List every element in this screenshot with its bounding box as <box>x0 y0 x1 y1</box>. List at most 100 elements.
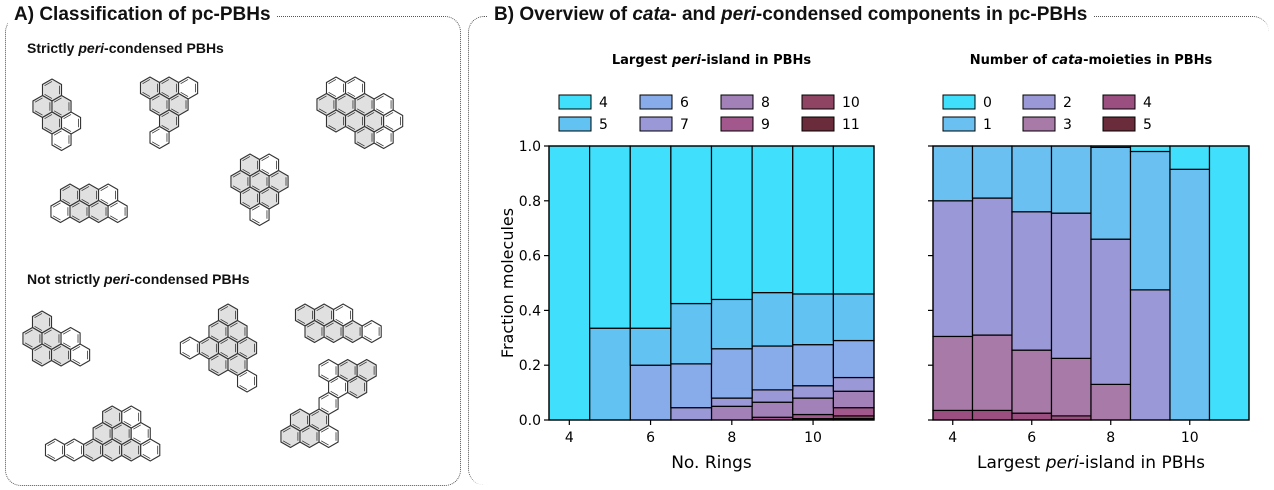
bar-segment-7-x10 <box>792 385 834 399</box>
double-bond <box>43 342 52 348</box>
legend-swatch-1 <box>942 116 976 132</box>
double-bond <box>44 114 53 120</box>
legend-label-2: 2 <box>1063 95 1072 111</box>
double-bond <box>34 358 43 364</box>
strict-pre: Strictly <box>27 40 79 56</box>
chart-title-post: -island in PBHs <box>701 53 811 68</box>
bar-segment-1-x7 <box>1050 145 1092 214</box>
x-tick-label: 8 <box>1106 430 1115 446</box>
double-bond <box>340 374 348 380</box>
double-bond <box>359 374 367 380</box>
double-bond <box>123 408 132 414</box>
double-bond <box>123 420 132 426</box>
double-bond <box>62 342 71 348</box>
plot-frame <box>932 145 1250 421</box>
double-bond <box>151 108 160 114</box>
double-bond <box>282 440 291 446</box>
chart-1: 4 6 8 10 0.0 0.2 0.4 0.6 0.8 1.0 Largest peri-isla… <box>498 53 875 473</box>
bar-segment-2-x4 <box>932 200 974 338</box>
legend-swatch-0 <box>942 94 976 110</box>
x-tick-label: 4 <box>948 430 957 446</box>
double-bond <box>297 306 306 312</box>
bar-segment-5-x9 <box>751 291 794 347</box>
legend-swatch-5 <box>558 116 592 132</box>
not-strict-peri-heading: Not strictly peri-condensed PBHs <box>27 271 250 287</box>
y-tick-label: 0.0 <box>519 413 541 429</box>
molecule-ns-3 <box>294 303 382 344</box>
legend-label-4: 4 <box>1143 95 1152 111</box>
chart-title: Largest peri-island in PBHs <box>612 53 812 68</box>
bar-segment-5-x8 <box>710 298 753 350</box>
double-bond <box>364 322 372 328</box>
double-bond <box>347 124 356 130</box>
molecule-coronene <box>230 153 289 227</box>
chart-title-em: peri <box>671 53 702 68</box>
molecule-large-peri <box>316 76 404 150</box>
x-axis-label-pre: Largest <box>977 453 1046 473</box>
molecule-ns-1 <box>22 310 91 367</box>
bar-segment-8-x8 <box>710 405 753 421</box>
double-bond <box>201 351 210 357</box>
y-tick-label: 0.4 <box>519 303 541 319</box>
panel-b-title-pre: B) Overview of <box>494 4 633 25</box>
molecule-ns-2 <box>179 303 258 393</box>
bar-segment-4-x8 <box>710 145 753 301</box>
double-bond <box>44 93 53 99</box>
bar-segment-1-x4 <box>932 145 974 202</box>
bar-segment-4-x5 <box>589 145 631 329</box>
double-bond <box>220 318 229 324</box>
bar-segment-4-x9 <box>751 145 794 294</box>
double-bond <box>335 306 344 312</box>
not-strict-pre: Not strictly <box>27 271 105 287</box>
bar-segment-2-x9 <box>1129 289 1171 421</box>
double-bond <box>180 79 189 85</box>
y-tick-label: 1.0 <box>519 139 541 155</box>
double-bond <box>34 325 43 331</box>
panel-b-title-em2: peri <box>721 4 756 25</box>
double-bond <box>232 172 241 178</box>
double-bond <box>364 335 372 341</box>
bar-segment-5-x6 <box>629 327 672 366</box>
legend-swatch-4 <box>1102 94 1136 110</box>
molecule-pyrene <box>32 78 82 152</box>
double-bond <box>90 215 99 221</box>
double-bond <box>43 329 52 335</box>
double-bond <box>301 440 310 446</box>
legend-swatch-4 <box>558 94 592 110</box>
double-bond <box>232 185 241 191</box>
legend-label-7: 7 <box>680 117 689 133</box>
panel-a-title: A) Classification of pc-PBHs <box>8 4 277 26</box>
legend-swatch-7 <box>639 116 673 132</box>
double-bond <box>359 361 367 367</box>
strict-em: peri <box>78 40 105 56</box>
double-bond <box>330 378 339 384</box>
double-bond <box>356 128 365 134</box>
double-bond <box>345 335 353 341</box>
double-bond <box>182 339 191 345</box>
double-bond <box>90 202 99 208</box>
double-bond <box>282 427 291 433</box>
molecule-anthanthrene <box>50 183 128 224</box>
double-bond <box>24 329 33 335</box>
y-tick-label: 0.6 <box>519 249 541 265</box>
double-bond <box>328 112 337 118</box>
double-bond <box>340 361 348 367</box>
double-bond <box>151 141 160 147</box>
double-bond <box>170 108 179 114</box>
double-bond <box>34 97 43 103</box>
chart-title-em: cata <box>1052 53 1083 68</box>
double-bond <box>142 79 151 85</box>
legend-swatch-5 <box>1102 116 1136 132</box>
double-bond <box>71 202 80 208</box>
double-bond <box>239 384 248 390</box>
double-bond <box>330 390 339 396</box>
double-bond <box>311 423 320 429</box>
double-bond <box>95 424 103 430</box>
double-bond <box>24 342 33 348</box>
panel-b-title-mid: - and <box>670 4 722 25</box>
legend-label-4: 4 <box>599 95 608 111</box>
bar-segment-6-x6 <box>629 364 672 421</box>
legend-swatch-8 <box>720 94 754 110</box>
bar-segment-4-x7 <box>670 145 713 305</box>
molecule-triangulene <box>139 76 199 150</box>
